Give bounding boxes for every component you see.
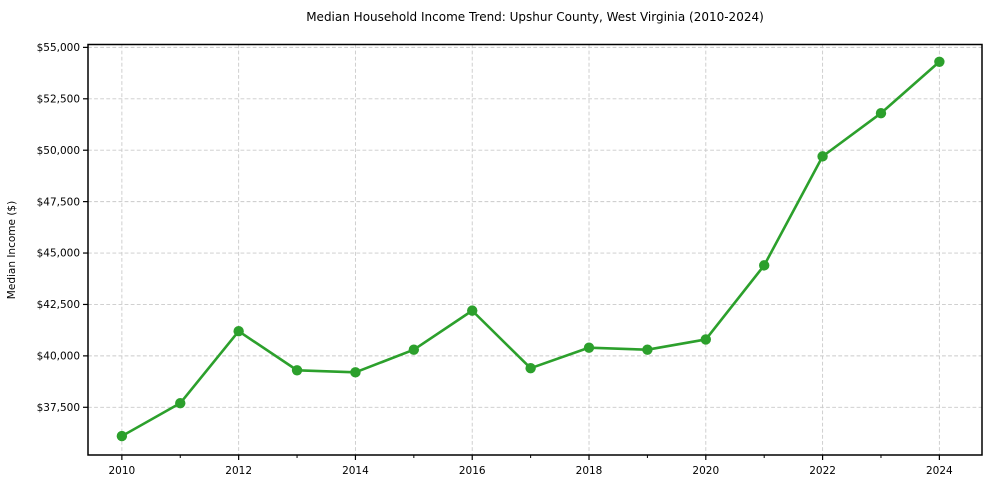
data-point-2012 <box>233 325 244 337</box>
y-tick-label: $37,500 <box>37 402 80 414</box>
grid-layer <box>88 44 982 455</box>
x-tick-label: 2022 <box>809 465 836 477</box>
x-tick-label: 2024 <box>926 465 953 477</box>
series-layer <box>116 56 945 442</box>
data-point-2016 <box>467 305 478 316</box>
x-tick-label: 2014 <box>342 465 369 477</box>
data-point-2015 <box>408 344 420 355</box>
data-point-2014 <box>350 367 361 378</box>
data-point-2021 <box>758 260 770 271</box>
y-tick-label: $47,500 <box>37 196 80 208</box>
y-axis-label: Median Income ($) <box>6 201 18 299</box>
data-point-2020 <box>700 334 712 345</box>
y-tick-label: $52,500 <box>37 93 80 105</box>
x-tick-label: 2020 <box>692 465 719 477</box>
x-tick-label: 2016 <box>459 465 486 477</box>
x-tick-label: 2018 <box>576 465 603 477</box>
y-tick-label: $42,500 <box>37 299 80 311</box>
data-point-2019 <box>642 344 653 355</box>
y-tick-label: $50,000 <box>37 145 80 157</box>
data-point-2022 <box>817 151 828 162</box>
y-tick-label: $55,000 <box>37 42 80 54</box>
x-tick-label: 2012 <box>225 465 252 477</box>
axis-layer: $37,500 $40,000 $42,500 $45,000 $47,500 $50,0… <box>37 42 983 477</box>
data-point-2011 <box>175 397 186 409</box>
x-tick-label: 2010 <box>109 465 136 477</box>
data-point-2013 <box>291 365 303 376</box>
data-point-2023 <box>875 107 887 119</box>
data-point-2024 <box>934 56 945 67</box>
data-point-2017 <box>525 363 536 374</box>
chart-title: Median Household Income Trend: Upshur Co… <box>306 10 764 24</box>
data-point-2010 <box>116 430 128 442</box>
data-point-2018 <box>583 342 595 353</box>
y-tick-label: $40,000 <box>37 351 80 363</box>
y-tick-label: $45,000 <box>37 248 80 260</box>
plot-border <box>87 43 983 456</box>
trend-line <box>120 60 941 438</box>
